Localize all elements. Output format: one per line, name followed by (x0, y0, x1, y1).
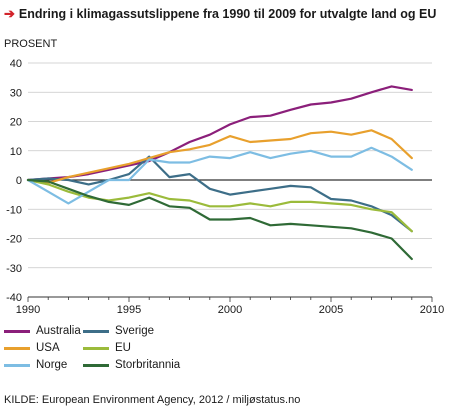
legend-swatch (83, 363, 109, 367)
legend-swatch (83, 346, 109, 350)
legend-label: EU (115, 342, 131, 354)
legend-item-australia: Australia (4, 325, 81, 337)
y-tick-label: -30 (6, 263, 22, 275)
y-tick-label: 20 (10, 117, 22, 129)
legend-item-norge: Norge (4, 359, 67, 371)
series-line-sverige (26, 155, 413, 233)
y-tick-label: 0 (16, 175, 22, 187)
y-tick-label: 30 (10, 87, 22, 99)
series-line-norge (26, 146, 413, 205)
legend-item-storbritannia: Storbritannia (83, 359, 180, 371)
y-axis-label: PROSENT (4, 38, 58, 50)
legend-label: Norge (36, 359, 68, 371)
series-line-australia (26, 85, 413, 182)
y-tick-label: -10 (6, 204, 22, 216)
y-tick-label: 10 (10, 146, 22, 158)
legend-label: Australia (36, 325, 81, 337)
legend-swatch (4, 363, 30, 367)
legend-item-usa: USA (4, 342, 60, 354)
legend-swatch (4, 329, 30, 333)
arrow-right-icon: ➔ (4, 6, 15, 21)
legend-label: Sverige (115, 325, 154, 337)
legend-label: USA (36, 342, 60, 354)
source-note: KILDE: European Environment Agency, 2012… (4, 394, 301, 406)
x-tick-label: 1995 (117, 304, 141, 316)
legend-swatch (4, 346, 30, 350)
legend-label: Storbritannia (115, 359, 181, 371)
legend-item-sverige: Sverige (83, 325, 154, 337)
x-tick-label: 2010 (420, 304, 444, 316)
x-tick-label: 2000 (218, 304, 242, 316)
chart-title: ➔ Endring i klimagassutslippene fra 1990… (4, 6, 436, 22)
legend-swatch (83, 329, 109, 333)
series-line-usa (26, 129, 413, 184)
series-line-storbritannia (26, 178, 413, 261)
chart-title-text: Endring i klimagassutslippene fra 1990 t… (18, 7, 437, 21)
x-tick-label: 2005 (319, 304, 343, 316)
legend-item-eu: EU (83, 342, 131, 354)
y-tick-label: -40 (6, 292, 22, 304)
series-line-eu (26, 178, 413, 233)
y-tick-label: 40 (10, 58, 22, 70)
y-tick-label: -20 (6, 234, 22, 246)
x-tick-label: 1990 (16, 304, 40, 316)
